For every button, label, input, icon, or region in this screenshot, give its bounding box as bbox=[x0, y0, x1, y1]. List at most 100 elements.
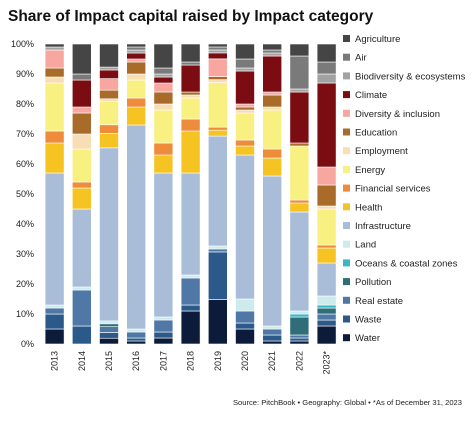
legend-label: Waste bbox=[355, 315, 382, 326]
bars-group bbox=[44, 43, 337, 345]
x-axis: 2013 2014 2015 2016 2017 2018 2019 2020 2021 2022… bbox=[50, 351, 332, 375]
bar-segment bbox=[126, 52, 146, 60]
legend-swatch bbox=[343, 91, 350, 99]
bar-segment bbox=[316, 244, 337, 249]
bar-segment bbox=[262, 175, 283, 327]
bar-segment bbox=[72, 133, 92, 150]
bar-segment bbox=[99, 337, 119, 345]
bar-segment bbox=[289, 340, 310, 345]
legend-swatch bbox=[343, 165, 350, 173]
bar-segment bbox=[72, 73, 92, 81]
legend-swatch bbox=[343, 278, 350, 286]
bar-segment bbox=[126, 106, 146, 126]
bar-segment bbox=[235, 310, 255, 324]
bar-segment bbox=[99, 78, 119, 91]
legend-swatch bbox=[343, 315, 350, 323]
bar-segment bbox=[72, 289, 92, 327]
x-tick-label: 2013 bbox=[50, 351, 60, 371]
bar-segment bbox=[153, 76, 174, 84]
bar-segment bbox=[316, 304, 337, 309]
bar-segment bbox=[99, 320, 119, 325]
legend-swatch bbox=[343, 147, 350, 155]
bar-segment bbox=[262, 325, 283, 330]
bar-stack bbox=[262, 43, 283, 345]
bar-segment bbox=[208, 58, 228, 77]
bar-segment bbox=[126, 124, 146, 330]
bar-segment bbox=[316, 313, 337, 321]
y-tick-label: 50% bbox=[16, 189, 34, 199]
bar-segment bbox=[316, 208, 337, 246]
legend-item: Infrastructure bbox=[343, 221, 411, 232]
bar-segment bbox=[180, 61, 201, 66]
bar-segment bbox=[289, 337, 310, 342]
legend-swatch bbox=[343, 184, 350, 192]
bar-segment bbox=[126, 337, 146, 342]
legend-label: Pollution bbox=[355, 277, 391, 288]
x-tick-label: 2015 bbox=[104, 351, 114, 371]
bar-segment bbox=[235, 139, 255, 147]
bar-segment bbox=[153, 142, 174, 156]
bar-segment bbox=[289, 88, 310, 93]
legend-label: Financial services bbox=[355, 184, 431, 195]
bar-segment bbox=[153, 331, 174, 339]
bar-segment bbox=[262, 49, 283, 54]
legend-label: Land bbox=[355, 240, 376, 251]
bar-segment bbox=[316, 319, 337, 327]
bar-segment bbox=[99, 101, 119, 126]
bar-segment bbox=[180, 304, 201, 312]
legend-swatch bbox=[343, 334, 350, 342]
bar-segment bbox=[99, 326, 119, 333]
y-tick-label: 20% bbox=[16, 279, 34, 289]
bar-segment bbox=[289, 55, 310, 90]
bar-segment bbox=[44, 328, 65, 345]
bar-segment bbox=[180, 43, 201, 63]
bar-stack bbox=[208, 43, 228, 345]
bar-segment bbox=[316, 325, 337, 345]
bar-segment bbox=[153, 43, 174, 69]
bar-segment bbox=[289, 43, 310, 57]
bar-segment bbox=[289, 211, 310, 312]
bar-segment bbox=[208, 52, 228, 60]
bar-segment bbox=[180, 97, 201, 120]
bar-segment bbox=[153, 67, 174, 75]
bar-segment bbox=[126, 58, 146, 63]
x-tick-label: 2021 bbox=[267, 351, 277, 371]
bar-segment bbox=[316, 73, 337, 84]
legend-swatch bbox=[343, 53, 350, 61]
bar-segment bbox=[44, 43, 65, 48]
bar-segment bbox=[180, 94, 201, 99]
bar-segment bbox=[153, 316, 174, 321]
y-tick-label: 90% bbox=[16, 69, 34, 79]
bar-segment bbox=[153, 82, 174, 93]
bar-segment bbox=[316, 247, 337, 264]
bar-segment bbox=[126, 49, 146, 54]
bar-segment bbox=[235, 322, 255, 330]
bar-segment bbox=[316, 205, 337, 210]
legend-item: Air bbox=[343, 53, 367, 64]
bar-stack bbox=[72, 43, 92, 345]
bar-segment bbox=[126, 73, 146, 81]
bar-segment bbox=[126, 61, 146, 75]
bar-segment bbox=[153, 319, 174, 333]
bar-segment bbox=[72, 148, 92, 183]
legend-item: Diversity & inclusion bbox=[343, 109, 440, 120]
bar-segment bbox=[99, 332, 119, 339]
bar-segment bbox=[72, 187, 92, 210]
legend-label: Health bbox=[355, 202, 382, 213]
legend-item: Energy bbox=[343, 165, 385, 176]
y-tick-label: 100% bbox=[11, 39, 34, 49]
bar-segment bbox=[208, 46, 228, 51]
x-tick-label: 2019 bbox=[213, 351, 223, 371]
legend-swatch bbox=[343, 128, 350, 136]
bar-segment bbox=[99, 69, 119, 79]
chart-title: Share of Impact capital raised by Impact… bbox=[8, 8, 374, 25]
bar-segment bbox=[126, 43, 146, 48]
bar-segment bbox=[235, 58, 255, 69]
bar-segment bbox=[72, 43, 92, 75]
bar-segment bbox=[235, 103, 255, 108]
bar-segment bbox=[262, 94, 283, 108]
bar-segment bbox=[316, 262, 337, 297]
x-tick-label: 2020 bbox=[240, 351, 250, 371]
